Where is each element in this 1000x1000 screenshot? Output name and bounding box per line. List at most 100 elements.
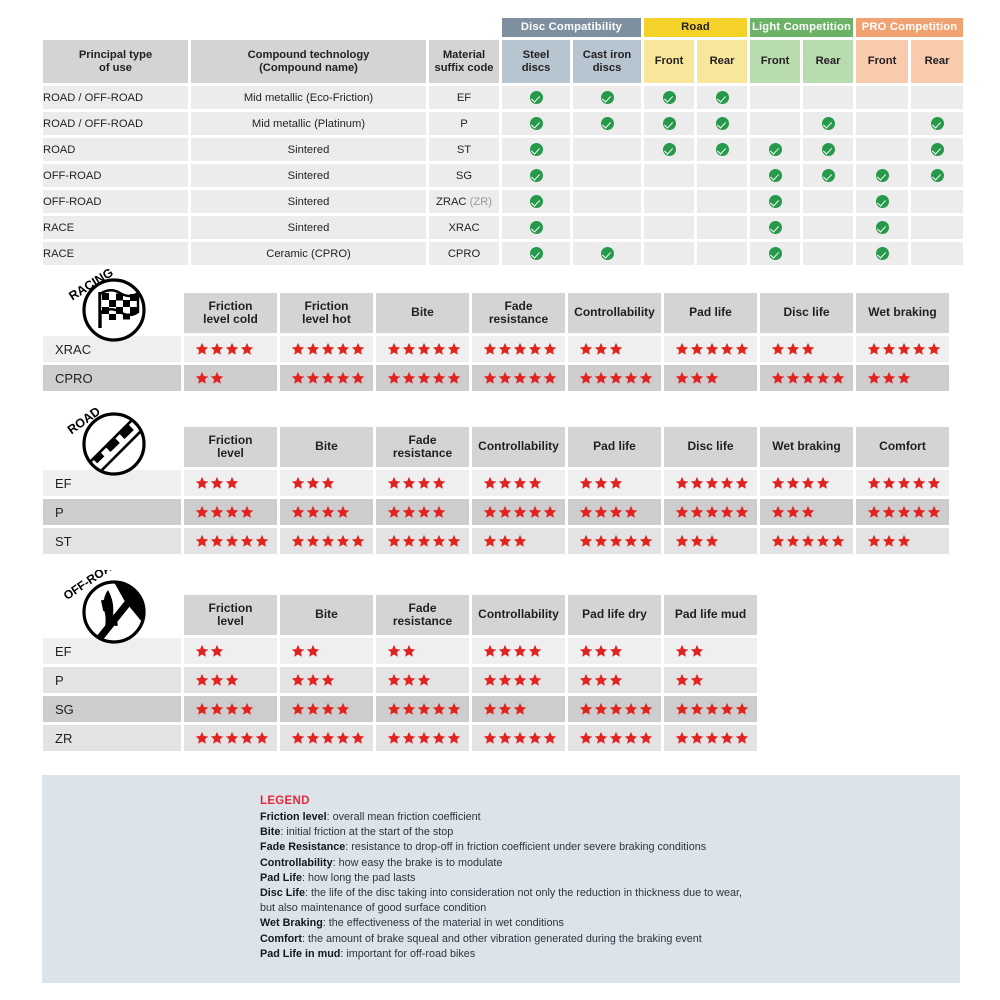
cell-road-rear-check (697, 86, 748, 109)
star-icon (690, 673, 704, 686)
compat-header-pro-rear: Rear (911, 40, 964, 83)
star-icon (786, 505, 800, 518)
star-icon (225, 534, 239, 547)
legend-entry: Pad Life in mud: important for off-road … (260, 947, 476, 960)
offroad-rating-cell (184, 638, 277, 664)
star-icon (675, 534, 689, 547)
star-icon (447, 534, 461, 547)
cell-light-front-check (750, 242, 801, 265)
star-icon (528, 371, 542, 384)
cell-compound-technology: Mid metallic (Eco-Friction) (191, 86, 426, 109)
cell-pro-rear-check (911, 164, 964, 187)
offroad-row-label: EF (43, 638, 181, 664)
road-header-disc-life: Disc life (664, 427, 757, 467)
star-icon (351, 731, 365, 744)
check-icon (768, 169, 782, 182)
cell-steel-discs-check (502, 86, 570, 109)
offroad-header-pad-life-dry: Pad life dry (568, 595, 661, 635)
check-icon (930, 117, 944, 130)
star-icon (690, 342, 704, 355)
check-icon (529, 91, 543, 104)
legend-entry: Friction level: overall mean friction co… (260, 811, 481, 823)
cell-road-front-empty (644, 216, 695, 239)
check-icon (529, 117, 543, 130)
star-icon (771, 505, 785, 518)
cell-steel-discs-check (502, 164, 570, 187)
star-icon (210, 731, 224, 744)
offroad-rating-cell (184, 725, 277, 751)
star-icon (801, 371, 815, 384)
star-icon (816, 534, 830, 547)
star-icon (417, 342, 431, 355)
racing-rating-cell (760, 336, 853, 362)
road-row-label: ST (43, 528, 181, 554)
star-icon (195, 371, 209, 384)
star-icon (720, 702, 734, 715)
star-icon (432, 476, 446, 489)
star-icon (513, 476, 527, 489)
star-icon (402, 702, 416, 715)
cell-steel-discs-check (502, 138, 570, 161)
road-rating-cell (664, 470, 757, 496)
cell-pro-rear-check (911, 112, 964, 135)
cell-compound-technology: Sintered (191, 138, 426, 161)
star-icon (483, 505, 497, 518)
star-icon (402, 371, 416, 384)
star-icon (786, 342, 800, 355)
cell-principal-type: ROAD (43, 138, 188, 161)
star-icon (927, 505, 941, 518)
star-icon (225, 476, 239, 489)
racing-rating-cell (856, 365, 949, 391)
star-icon (771, 371, 785, 384)
star-icon (720, 731, 734, 744)
check-icon (600, 117, 614, 130)
star-icon (771, 476, 785, 489)
offroad-rating-cell (280, 638, 373, 664)
racing-rating-cell (856, 336, 949, 362)
compat-header-principal-type-of-use: Principal type of use (43, 40, 188, 83)
compat-row: OFF-ROAD Sintered SG (43, 164, 964, 187)
star-icon (291, 342, 305, 355)
road-rating-cell (376, 499, 469, 525)
star-icon (210, 342, 224, 355)
cell-road-rear-empty (697, 242, 748, 265)
cell-pro-front-empty (856, 112, 909, 135)
star-icon (195, 342, 209, 355)
star-icon (195, 702, 209, 715)
offroad-rating-cell (472, 638, 565, 664)
star-icon (675, 476, 689, 489)
legend-panel: LEGEND Friction level: overall mean fric… (42, 775, 960, 983)
road-rating-cell (280, 470, 373, 496)
star-icon (432, 731, 446, 744)
cell-light-rear-check (803, 164, 854, 187)
legend-entry: Controllability: how easy the brake is t… (260, 856, 503, 869)
offroad-rating-cell (184, 667, 277, 693)
star-icon (210, 644, 224, 657)
star-icon (225, 505, 239, 518)
road-rating-cell (664, 499, 757, 525)
cell-material-suffix-code: ZRAC (ZR) (429, 190, 499, 213)
cell-road-rear-empty (697, 164, 748, 187)
cell-pro-rear-empty (911, 216, 964, 239)
star-icon (897, 342, 911, 355)
star-icon (609, 644, 623, 657)
check-icon (529, 221, 543, 234)
star-icon (897, 476, 911, 489)
star-icon (720, 342, 734, 355)
offroad-rating-cell (568, 638, 661, 664)
star-icon (483, 342, 497, 355)
cell-light-front-empty (750, 112, 801, 135)
star-icon (498, 505, 512, 518)
offroad-rating-cell (568, 725, 661, 751)
cell-light-front-check (750, 164, 801, 187)
cell-material-suffix-code: P (429, 112, 499, 135)
road-rating-cell (280, 499, 373, 525)
star-icon (417, 505, 431, 518)
star-icon (291, 731, 305, 744)
cell-material-suffix-code: EF (429, 86, 499, 109)
star-icon (447, 731, 461, 744)
road-header-wet-braking: Wet braking (760, 427, 853, 467)
star-icon (735, 342, 749, 355)
star-icon (579, 702, 593, 715)
star-icon (498, 371, 512, 384)
